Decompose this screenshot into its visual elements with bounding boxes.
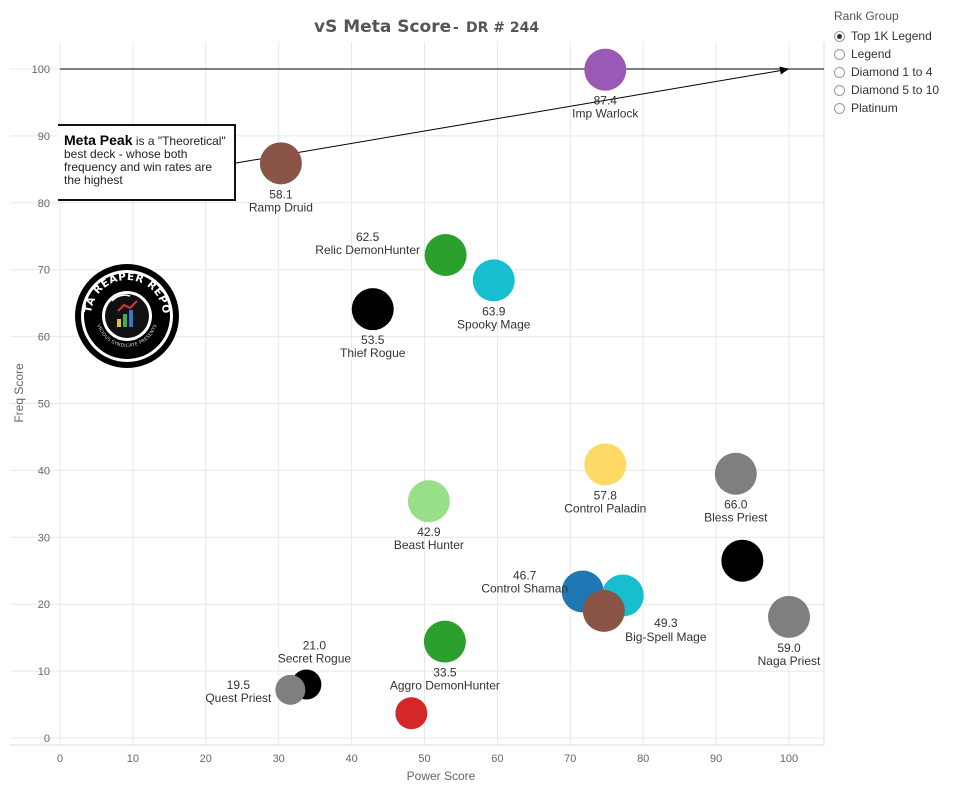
point-score-label: 58.1	[269, 187, 293, 201]
chart-subtitle-prefix: -	[453, 20, 459, 36]
point-name-label: Beast Hunter	[394, 538, 464, 552]
annotation-text: is a "Theoretical" best deck - whose bot…	[64, 134, 226, 187]
x-axis-label: Power Score	[407, 769, 476, 783]
radio-icon[interactable]	[834, 102, 845, 114]
point-name-label: Relic DemonHunter	[315, 243, 420, 257]
radio-icon[interactable]	[834, 48, 845, 60]
point-score-label: 62.5	[356, 230, 380, 244]
point-score-label: 42.9	[417, 525, 441, 539]
data-point[interactable]	[584, 48, 627, 91]
x-tick-label: 10	[127, 753, 139, 765]
rank-group-legend: Rank Group Top 1K Legend Legend Diamond 1 …	[834, 9, 949, 117]
legend-option-label: Platinum	[851, 101, 898, 115]
legend-option-label: Legend	[851, 47, 892, 61]
point-name-label: Control Shaman	[481, 581, 568, 595]
point-score-label: 49.3	[654, 616, 678, 630]
legend-option-label: Diamond 1 to 4	[851, 65, 933, 79]
legend-option[interactable]: Top 1K Legend	[834, 27, 949, 45]
legend-options: Top 1K Legend Legend Diamond 1 to 4 Diamond…	[834, 27, 949, 117]
point-name-label: Quest Priest	[205, 691, 272, 705]
legend-option[interactable]: Diamond 1 to 4	[834, 63, 949, 81]
y-tick-label: 50	[38, 398, 50, 410]
data-point[interactable]	[351, 288, 394, 331]
point-name-label: Ramp Druid	[249, 200, 313, 214]
point-name-label: Control Paladin	[564, 501, 646, 515]
reference-line	[60, 66, 824, 164]
legend-title: Rank Group	[834, 9, 899, 23]
meta-peak-annotation: Meta Peak is a "Theoretical" best deck -…	[58, 124, 236, 201]
legend-option-label: Diamond 5 to 10	[851, 83, 940, 97]
data-point[interactable]	[584, 443, 627, 486]
point-name-label: Thief Rogue	[340, 346, 406, 360]
data-point[interactable]	[721, 539, 764, 582]
point-score-label: 57.8	[594, 488, 618, 502]
x-tick-label: 80	[637, 753, 649, 765]
y-tick-label: 30	[38, 532, 50, 544]
data-point[interactable]	[472, 259, 515, 302]
data-point[interactable]	[423, 620, 466, 663]
point-score-label: 53.5	[361, 333, 385, 347]
y-tick-label: 20	[38, 599, 50, 611]
legend-option-label: Top 1K Legend	[851, 29, 932, 43]
data-point[interactable]	[582, 589, 625, 632]
x-tick-label: 50	[418, 753, 430, 765]
point-name-label: Big-Spell Mage	[625, 630, 707, 644]
radio-icon[interactable]	[834, 30, 845, 42]
y-tick-label: 0	[44, 733, 50, 745]
legend-option[interactable]: Diamond 5 to 10	[834, 81, 949, 99]
data-point[interactable]	[395, 697, 428, 730]
axes: 0 10 20 30 40 50 60 70 80 90 100 0 10 20 30 40 50 60 70 80 9…	[32, 64, 799, 765]
data-point[interactable]	[407, 480, 450, 523]
y-tick-label: 70	[38, 265, 50, 277]
point-score-label: 87.4	[594, 94, 618, 108]
point-name-label: Naga Priest	[758, 654, 821, 668]
y-tick-label: 10	[38, 666, 50, 678]
chart-title: vS Meta Score	[314, 17, 451, 37]
data-point[interactable]	[275, 674, 306, 705]
data-point[interactable]	[714, 452, 757, 495]
point-score-label: 59.0	[777, 641, 801, 655]
data-point[interactable]	[424, 233, 467, 276]
point-name-label: Spooky Mage	[457, 317, 531, 331]
chart-subtitle: DR # 244	[466, 20, 539, 36]
point-name-label: Imp Warlock	[572, 107, 639, 121]
y-tick-label: 90	[38, 131, 50, 143]
radio-icon[interactable]	[834, 84, 845, 96]
point-name-label: Bless Priest	[704, 511, 768, 525]
y-tick-label: 40	[38, 465, 50, 477]
annotation-arrow	[235, 70, 782, 164]
y-tick-label: 60	[38, 332, 50, 344]
point-score-label: 33.5	[433, 666, 457, 680]
x-tick-label: 90	[710, 753, 722, 765]
legend-option[interactable]: Legend	[834, 45, 949, 63]
y-axis-label: Freq Score	[12, 363, 26, 423]
legend-option[interactable]: Platinum	[834, 99, 949, 117]
x-tick-label: 100	[780, 753, 798, 765]
point-score-label: 66.0	[724, 498, 748, 512]
data-point[interactable]	[259, 142, 302, 185]
x-tick-label: 20	[200, 753, 212, 765]
point-score-label: 46.7	[513, 568, 537, 582]
x-tick-label: 60	[491, 753, 503, 765]
annotation-arrowhead	[779, 66, 789, 75]
point-name-label: Aggro DemonHunter	[390, 679, 500, 693]
x-tick-label: 0	[57, 753, 63, 765]
annotation-title: Meta Peak	[64, 132, 133, 148]
y-tick-label: 100	[32, 64, 50, 76]
point-score-label: 63.9	[482, 304, 506, 318]
y-tick-label: 80	[38, 198, 50, 210]
x-tick-label: 30	[273, 753, 285, 765]
data-point[interactable]	[768, 595, 810, 638]
x-tick-label: 70	[564, 753, 576, 765]
point-score-label: 19.5	[227, 678, 251, 692]
point-name-label: Secret Rogue	[278, 651, 352, 665]
x-tick-label: 40	[345, 753, 357, 765]
radio-icon[interactable]	[834, 66, 845, 78]
data-reaper-report-logo-icon: DATA REAPER REPORT VICIOUS SYNDICATE PRE…	[74, 263, 179, 368]
point-score-label: 21.0	[303, 638, 327, 652]
